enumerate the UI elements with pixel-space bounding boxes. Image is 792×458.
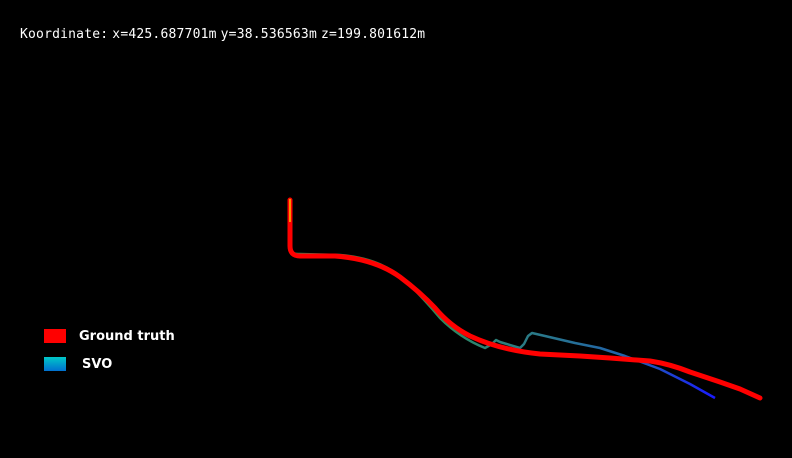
legend-label-svo: SVO bbox=[82, 356, 113, 372]
legend-item-svo: SVO bbox=[44, 354, 175, 374]
svo-trajectory bbox=[288, 200, 716, 400]
ground-truth-trajectory bbox=[287, 197, 763, 401]
coordinate-readout: Koordinate: x=425.687701m y=38.536563m z=19… bbox=[20, 27, 429, 42]
legend-item-ground-truth: Ground truth bbox=[44, 326, 175, 346]
coordinate-z: z=199.801612m bbox=[320, 27, 426, 42]
coordinate-label: Koordinate: bbox=[20, 27, 109, 42]
legend: Ground truth SVO bbox=[44, 326, 175, 382]
svo-swatch bbox=[44, 357, 66, 371]
legend-label-ground-truth: Ground truth bbox=[79, 328, 175, 344]
coordinate-x: x=425.687701m bbox=[112, 27, 217, 42]
coordinate-y: y=38.536563m bbox=[220, 27, 317, 42]
ground-truth-swatch bbox=[44, 329, 66, 343]
